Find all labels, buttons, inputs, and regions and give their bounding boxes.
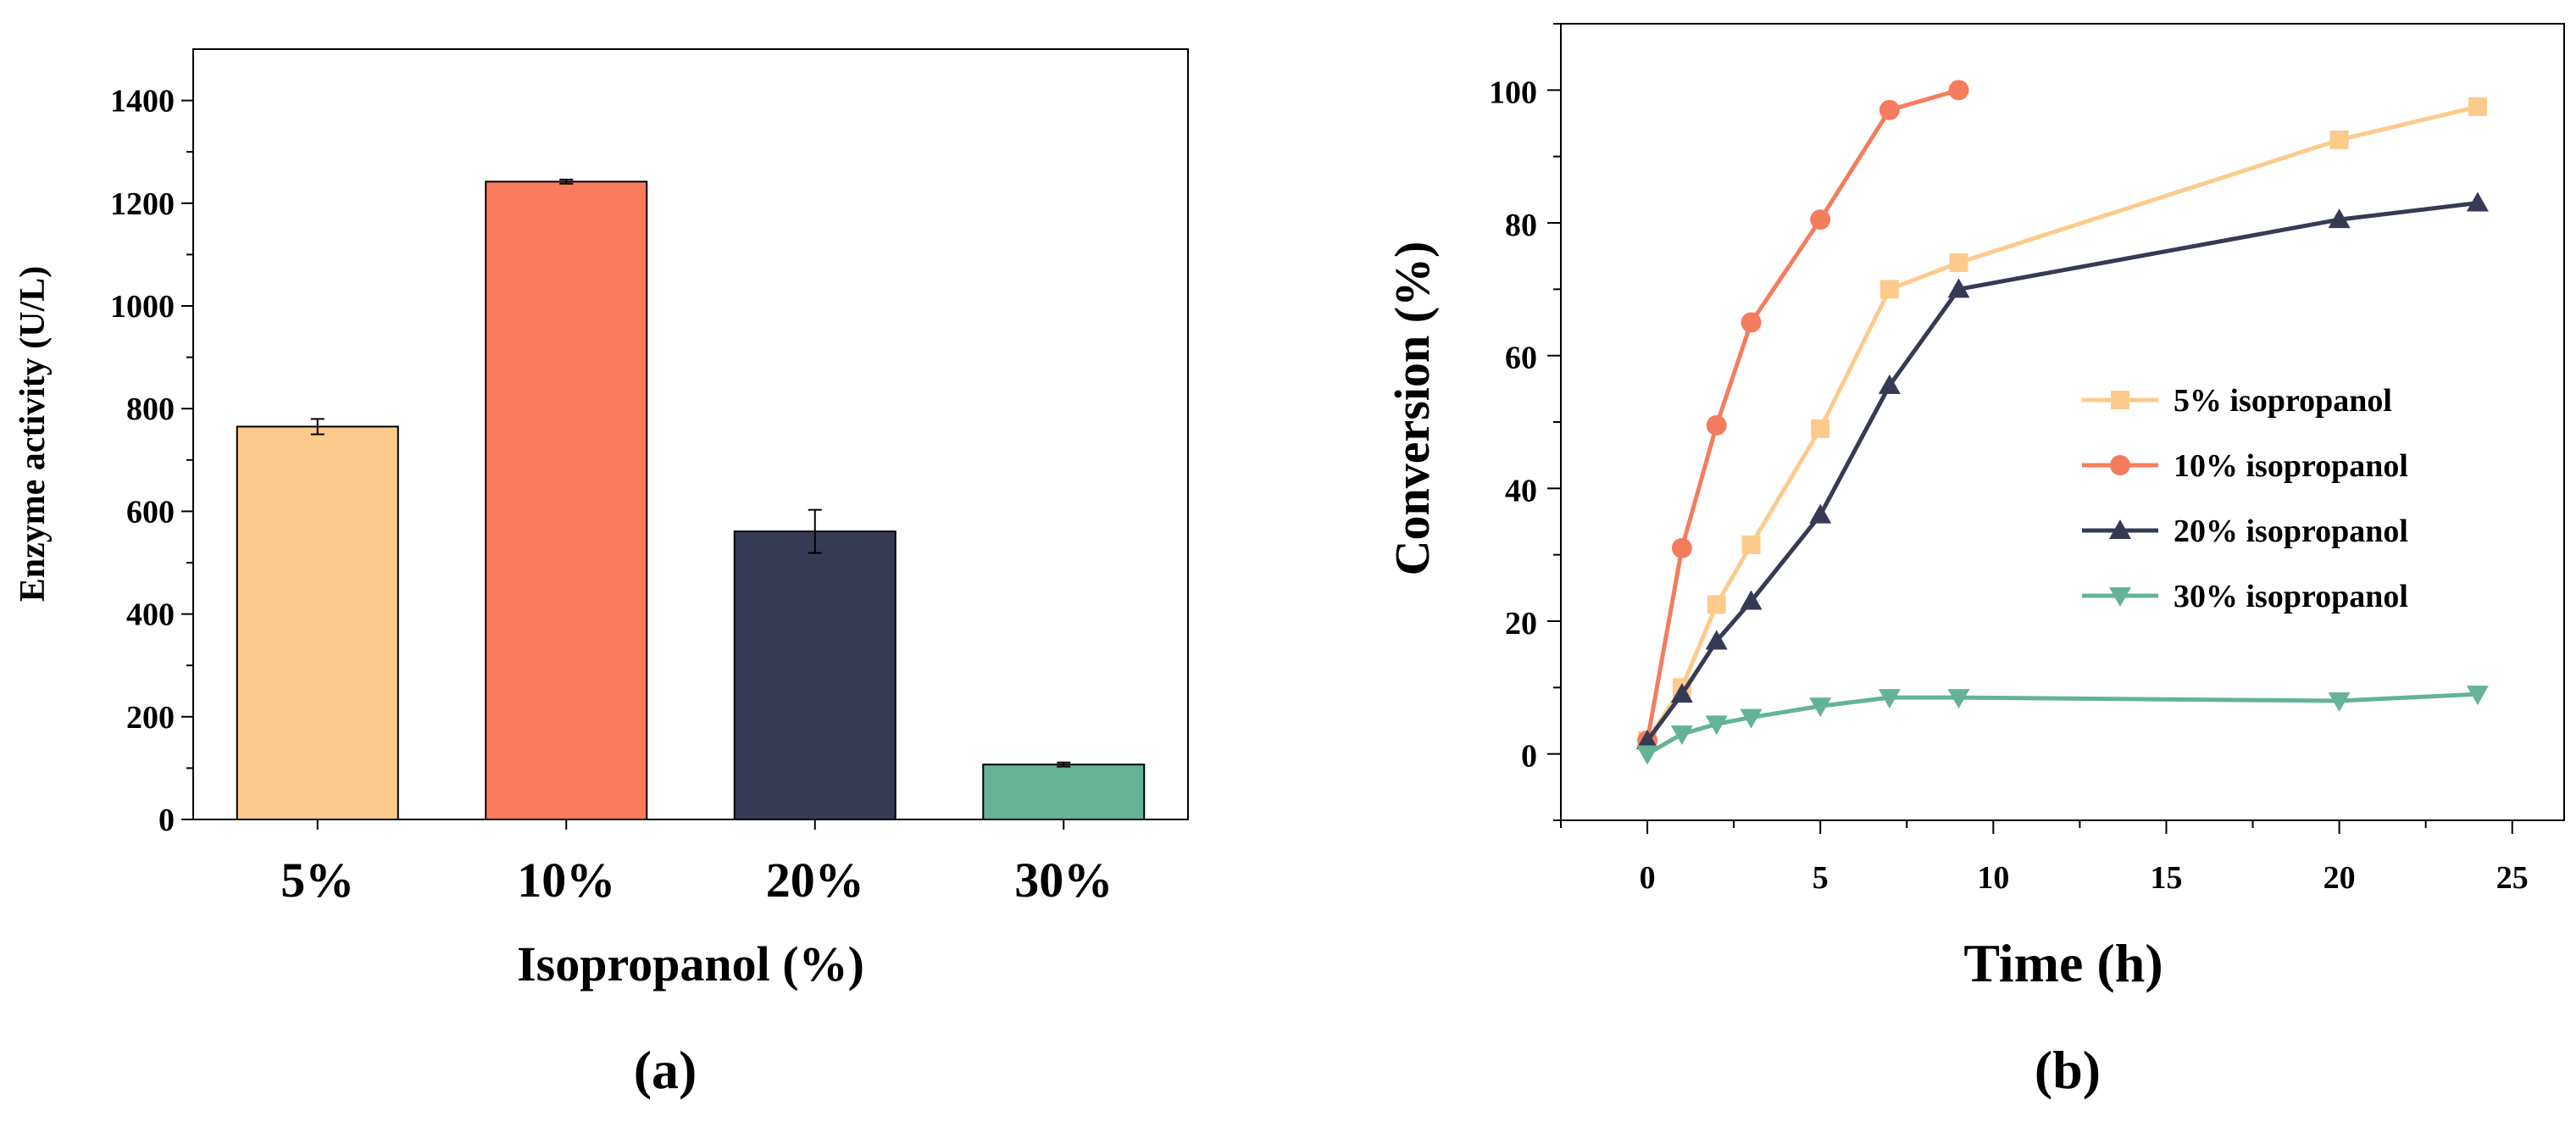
panel-a-y-tick-label: 600 [126,494,175,530]
data-point-10pct [1740,312,1762,333]
legend-entry-5pct: 5% isopropanol [2082,383,2392,419]
series-line-30pct [1646,692,2479,756]
panel-a-y-tick-label: 200 [126,700,175,736]
panel-a-category-label: 20% [766,853,864,908]
error-bar-30pct [1057,761,1071,768]
data-point-30pct [2328,692,2351,712]
panel-b-y-tick-label: 20 [1505,606,1537,642]
legend-entry-30pct: 30% isopropanol [2082,579,2408,614]
data-point-20pct [1809,503,1832,524]
bar-20pct [733,530,897,820]
error-bar-20pct [808,508,822,554]
legend-label: 20% isopropanol [2174,514,2408,549]
panel-a-category-label: 10% [517,853,615,908]
data-point-20pct [1740,590,1763,610]
panel-b-y-tick-label: 0 [1521,739,1537,775]
data-point-10pct [1810,209,1831,231]
legend-label: 5% isopropanol [2174,383,2392,419]
panel-b-x-tick-label: 25 [2496,860,2529,896]
data-point-5pct [2468,97,2487,116]
panel-a-label: (a) [634,1040,697,1100]
legend-label: 30% isopropanol [2174,579,2408,614]
panel-a-y-axis-title: Enzyme activity (U/L) [14,266,53,603]
data-point-20pct [1878,374,1901,394]
panel-b-x-tick-label: 15 [2150,860,2182,896]
panel-a-y-tick-label: 1000 [110,289,175,325]
panel-a-x-axis-title: Isopropanol (%) [517,936,864,991]
data-point-20pct [2466,192,2489,212]
panel-b-label: (b) [2035,1040,2101,1100]
series-10pct [1637,80,1969,751]
data-point-30pct [1670,725,1693,746]
series-20pct [1636,192,2489,749]
panel-a-y-tick-label: 1200 [110,186,175,222]
legend-swatch-marker [2111,391,2129,409]
panel-b-y-tick-label: 60 [1505,341,1537,376]
series-line-10pct [1645,87,1960,742]
panel-a-plot-frame [192,48,1189,820]
data-point-20pct [1636,730,1659,749]
data-point-5pct [1707,595,1726,614]
data-point-20pct [1705,630,1728,650]
bar-5pct [236,425,399,820]
panel-b-line-chart: 0 20 40 60 80 100 0 5 10 15 20 25 5% isopropanol 10%… [1385,23,2565,1100]
data-point-5pct [1811,419,1830,438]
error-bar-10pct [559,178,574,185]
panel-a-y-tick-label: 400 [126,597,175,633]
data-point-10pct [1706,414,1727,436]
data-point-30pct [1878,689,1901,709]
legend-entry-10pct: 10% isopropanol [2082,448,2408,484]
panel-b-x-tick-label: 5 [1813,860,1829,896]
panel-b-y-tick-label: 40 [1505,473,1537,508]
data-point-30pct [1740,708,1763,729]
panel-b-y-tick-label: 100 [1489,75,1537,110]
data-point-10pct [1948,80,1969,101]
panel-b-x-tick-label: 0 [1640,860,1656,896]
series-5pct [1638,97,2487,750]
panel-a-category-label: 30% [1014,853,1113,908]
legend-entry-20pct: 20% isopropanol [2082,514,2408,549]
data-point-30pct [1705,715,1728,736]
panel-a-category-label: 5% [280,853,354,908]
legend-swatch-marker [2110,455,2130,475]
bar-10pct [485,181,648,820]
data-point-5pct [1949,253,1968,272]
panel-b-legend: 5% isopropanol 10% isopropanol 20% isoprop… [2082,383,2408,614]
data-point-5pct [1741,535,1761,554]
panel-a-y-tick-label: 1400 [110,84,175,119]
panel-a-bar-chart: 0 200 400 600 800 1000 1200 1400 5% 10% 20% 30% En… [14,48,1189,1100]
data-point-5pct [1879,280,1899,299]
panel-a-y-tick-label: 800 [126,392,175,427]
error-bar-5pct [310,418,325,436]
data-point-20pct [2328,208,2351,229]
panel-b-x-axis-title: Time (h) [1963,933,2162,993]
data-point-10pct [1879,99,1900,120]
panel-a-y-tick-label: 0 [158,803,175,838]
panel-b-y-tick-label: 80 [1505,208,1537,243]
data-point-10pct [1671,537,1692,558]
data-point-30pct [1636,745,1659,765]
data-point-30pct [1809,697,1832,718]
legend-swatch-marker [2109,519,2131,539]
legend-label: 10% isopropanol [2174,448,2408,484]
bar-30pct [982,764,1146,821]
data-point-5pct [2329,131,2349,150]
panel-b-x-tick-label: 10 [1977,860,2009,896]
series-line-5pct [1645,104,2479,742]
data-point-20pct [1947,278,1970,298]
legend-swatch-marker [2109,587,2131,607]
panel-b-y-axis-title: Conversion (%) [1385,242,1440,576]
data-point-30pct [1947,689,1970,709]
data-point-20pct [1670,683,1693,703]
series-30pct [1636,686,2489,765]
data-point-30pct [2466,686,2489,706]
panel-b-x-tick-label: 20 [2323,860,2356,896]
